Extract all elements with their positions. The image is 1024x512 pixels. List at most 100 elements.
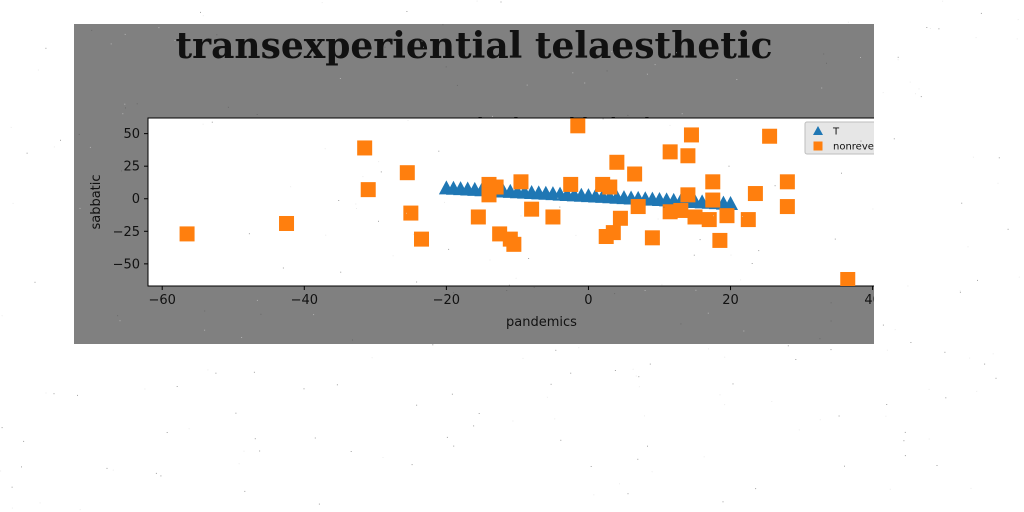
speckle-dot [830, 320, 832, 322]
speckle-dot [928, 438, 930, 440]
speckle-dot [995, 377, 997, 379]
speckle-dot [243, 450, 245, 452]
scatter-point-nonreversibleness [701, 212, 717, 228]
scatter-point-nonreversibleness [683, 127, 699, 143]
speckle-dot [248, 233, 250, 235]
speckle-dot [380, 171, 382, 173]
speckle-dot [894, 329, 896, 331]
y-tick-label: −25 [113, 225, 140, 240]
speckle-dot [23, 440, 25, 442]
speckle-dot [928, 388, 930, 390]
speckle-dot [841, 172, 842, 174]
speckle-dot [661, 284, 663, 286]
speckle-dot [771, 401, 773, 402]
speckle-dot [961, 202, 963, 204]
scatter-point-nonreversibleness [524, 201, 540, 217]
speckle-dot [202, 15, 204, 17]
scatter-point-nonreversibleness [705, 192, 721, 208]
y-tick-label: 0 [132, 192, 140, 207]
speckle-dot [959, 290, 961, 292]
speckle-dot [121, 170, 122, 172]
speckle-dot [893, 138, 895, 140]
speckle-dot [910, 342, 912, 343]
speckle-dot [158, 27, 160, 29]
speckle-dot [1017, 19, 1019, 21]
speckle-dot [945, 397, 947, 399]
speckle-dot [445, 66, 447, 68]
speckle-dot [314, 437, 316, 439]
speckle-dot [872, 208, 874, 210]
speckle-dot [131, 169, 132, 171]
speckle-dot [216, 34, 218, 36]
speckle-dot [26, 152, 28, 154]
scatter-point-nonreversibleness [680, 148, 696, 164]
speckle-dot [355, 203, 357, 205]
speckle-dot [91, 29, 93, 31]
speckle-dot [834, 238, 836, 240]
speckle-dot [432, 344, 434, 346]
speckle-dot [859, 140, 861, 142]
speckle-dot [124, 103, 126, 105]
speckle-dot [980, 12, 982, 14]
speckle-dot [889, 488, 891, 490]
speckle-dot [321, 2, 323, 4]
speckle-dot [838, 415, 840, 417]
scatter-point-nonreversibleness [762, 128, 778, 144]
speckle-dot [53, 393, 55, 395]
speckle-dot [602, 118, 604, 120]
speckle-dot [590, 466, 592, 467]
speckle-dot [352, 339, 353, 341]
speckle-dot [79, 207, 81, 209]
speckle-dot [575, 234, 577, 236]
speckle-dot [938, 28, 940, 30]
speckle-dot [646, 73, 648, 75]
scatter-point-nonreversibleness [470, 209, 486, 225]
speckle-dot [442, 24, 444, 26]
speckle-dot [256, 114, 258, 115]
speckle-dot [520, 215, 522, 217]
speckle-dot [446, 436, 448, 438]
speckle-dot [904, 455, 906, 457]
speckle-dot [915, 93, 916, 95]
speckle-dot [392, 255, 394, 257]
speckle-dot [34, 281, 36, 283]
speckle-dot [967, 246, 969, 248]
speckle-dot [456, 84, 458, 86]
speckle-dot [244, 490, 246, 492]
speckle-dot [741, 216, 743, 217]
scatter-point-nonreversibleness [179, 226, 195, 242]
speckle-dot [256, 299, 258, 301]
speckle-dot [998, 157, 1000, 159]
y-tick-label: 50 [123, 127, 140, 142]
speckle-dot [632, 368, 634, 370]
speckle-dot [997, 182, 999, 184]
speckle-dot [627, 114, 629, 116]
scatter-point-nonreversibleness [673, 202, 689, 218]
scatter-point-nonreversibleness [360, 182, 376, 198]
speckle-dot [740, 279, 742, 281]
speckle-dot [406, 212, 407, 214]
speckle-dot [724, 404, 726, 406]
speckle-dot [1016, 38, 1018, 40]
speckle-dot [695, 289, 697, 291]
speckle-dot [362, 176, 364, 178]
speckle-dot [384, 46, 386, 48]
scatter-point-nonreversibleness [712, 232, 728, 248]
speckle-dot [235, 412, 237, 414]
speckle-dot [119, 320, 121, 322]
speckle-dot [512, 420, 514, 422]
speckle-dot [412, 233, 414, 235]
scatter-point-nonreversibleness [605, 225, 621, 241]
speckle-dot [451, 393, 453, 395]
speckle-dot [860, 140, 862, 142]
speckle-dot [290, 186, 292, 188]
speckle-dot [438, 150, 440, 152]
speckle-dot [942, 0, 944, 2]
scatter-point-nonreversibleness [357, 140, 373, 156]
speckle-dot [124, 33, 126, 35]
speckle-dot [11, 486, 13, 488]
speckle-dot [649, 363, 651, 365]
speckle-dot [680, 323, 682, 325]
speckle-dot [644, 415, 645, 417]
speckle-dot [657, 218, 659, 220]
